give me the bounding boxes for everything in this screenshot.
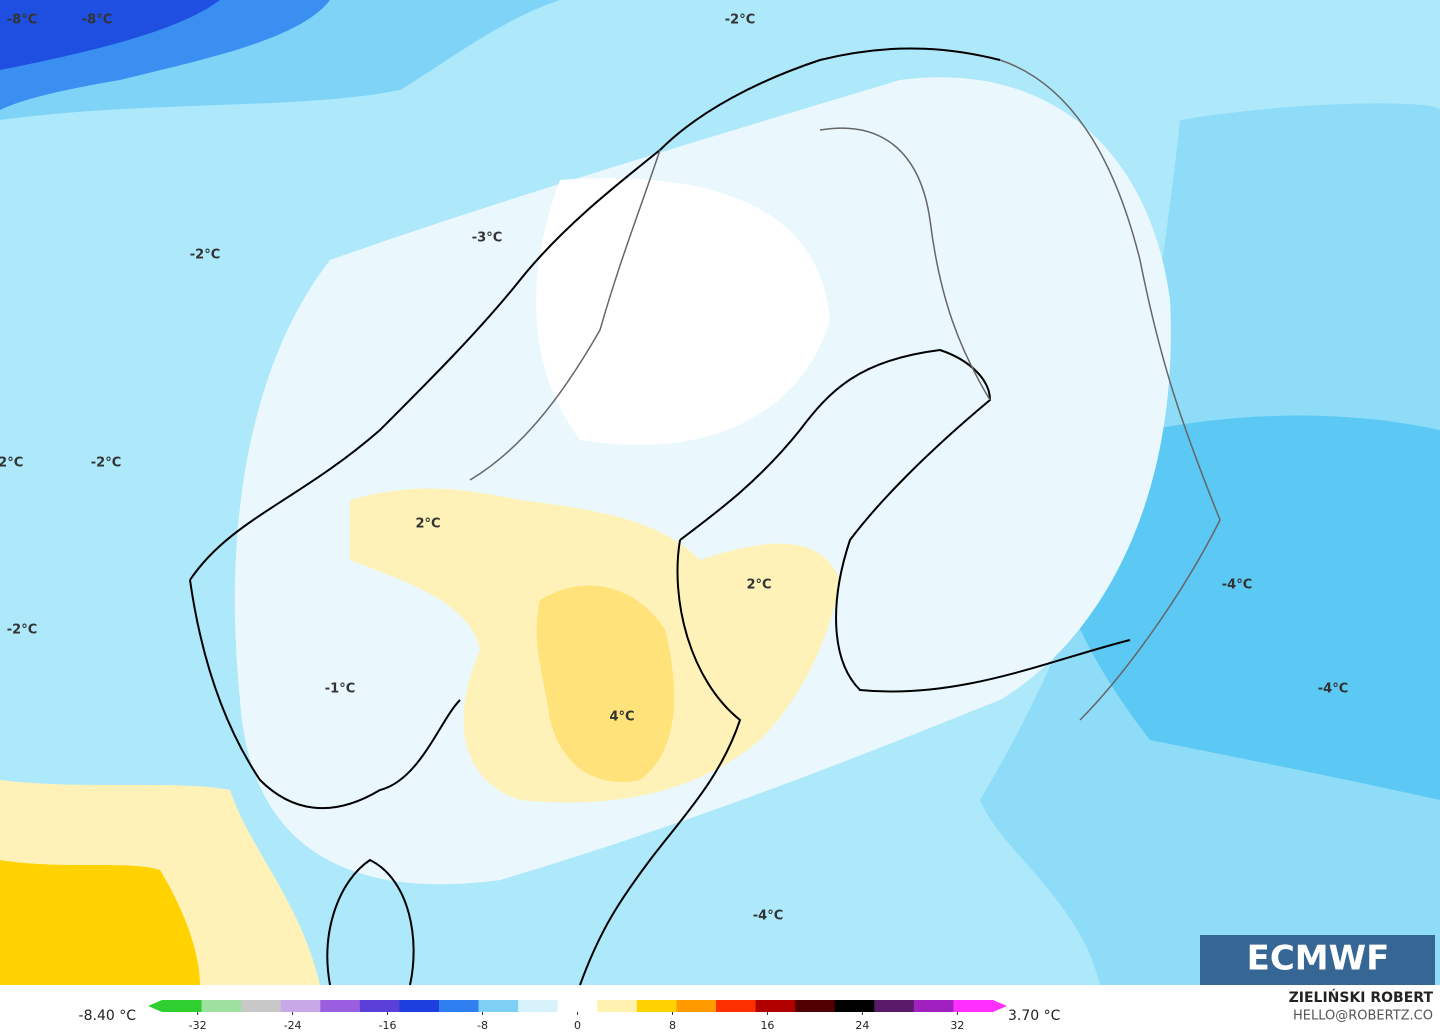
- contour-label: -2°C: [7, 623, 37, 638]
- colorbar-end: [993, 1000, 1007, 1012]
- colorbar-tick-label: -16: [379, 1019, 397, 1032]
- colorbar-swatch: [597, 1000, 638, 1012]
- colorbar-tick-label: -24: [284, 1019, 302, 1032]
- colorbar-swatch: [518, 1000, 559, 1012]
- contour-label: -4°C: [753, 909, 783, 924]
- contour-label: -2°C: [725, 13, 755, 28]
- contour-label: 2°C: [746, 578, 771, 593]
- colorbar-swatch: [834, 1000, 875, 1012]
- colorbar-swatch: [913, 1000, 954, 1012]
- contact: HELLO@ROBERTZ.CO: [1293, 1009, 1433, 1024]
- contour-label: -4°C: [1222, 578, 1252, 593]
- colorbar-swatch: [676, 1000, 717, 1012]
- colorbar-tick-label: 0: [574, 1019, 581, 1032]
- logo: ECMWF: [1200, 935, 1435, 985]
- colorbar-swatch: [953, 1000, 994, 1012]
- borders: [469, 59, 1221, 721]
- colorbar-tick-label: 8: [669, 1019, 676, 1032]
- contour-label: -8°C: [82, 13, 112, 28]
- colorbar-swatch: [755, 1000, 796, 1012]
- colorbar-swatch: [241, 1000, 282, 1012]
- contour-label: -1°C: [325, 682, 355, 697]
- colorbar-swatch: [439, 1000, 480, 1012]
- labels: -8°C -8°C -2°C -3°C -2°C -2°C -2°C -2°C 2°C 2°C -1…: [0, 13, 1348, 924]
- contour-label: 2°C: [415, 517, 440, 532]
- author: ZIELIŃSKI ROBERT: [1289, 988, 1434, 1006]
- colorbar-swatch: [636, 1000, 677, 1012]
- colorbar-tick-label: -8: [477, 1019, 488, 1032]
- contour-label: -2°C: [190, 248, 220, 263]
- colorbar-max: 3.70 °C: [1008, 1008, 1061, 1024]
- colorbar-swatch: [557, 1000, 598, 1012]
- contour-label: -2°C: [0, 456, 23, 471]
- colorbar-min: -8.40 °C: [79, 1008, 137, 1024]
- logo-box: [1200, 935, 1435, 985]
- colorbar-tick-label: 16: [760, 1019, 774, 1032]
- colorbar-swatch: [795, 1000, 836, 1012]
- contour-label: -8°C: [7, 13, 37, 28]
- colorbar-swatch: [320, 1000, 361, 1012]
- logo-text: ECMWF: [1247, 939, 1390, 979]
- contour-label: 4°C: [609, 710, 634, 725]
- colorbar-swatch: [874, 1000, 915, 1012]
- coastlines: [189, 47, 1131, 986]
- colorbar-swatch: [478, 1000, 519, 1012]
- colorbar: -32 -24 -16 -8 0 8 16 24 32 -8.40 °C 3.70 °C: [79, 1000, 1061, 1032]
- colorbar-tick-label: 24: [855, 1019, 869, 1032]
- colorbar-swatch: [359, 1000, 400, 1012]
- colorbar-swatch: [399, 1000, 440, 1012]
- colorbar-swatch: [201, 1000, 242, 1012]
- colorbar-end: [148, 1000, 162, 1012]
- colorbar-swatch: [162, 1000, 203, 1012]
- contour-label: -3°C: [472, 231, 502, 246]
- colorbar-tick-label: 32: [950, 1019, 964, 1032]
- contour-label: -4°C: [1318, 682, 1348, 697]
- colorbar-swatch: [280, 1000, 321, 1012]
- temperature-fields: [0, 0, 1440, 985]
- contour-label: -2°C: [91, 456, 121, 471]
- colorbar-swatch: [716, 1000, 757, 1012]
- colorbar-tick-label: -32: [189, 1019, 207, 1032]
